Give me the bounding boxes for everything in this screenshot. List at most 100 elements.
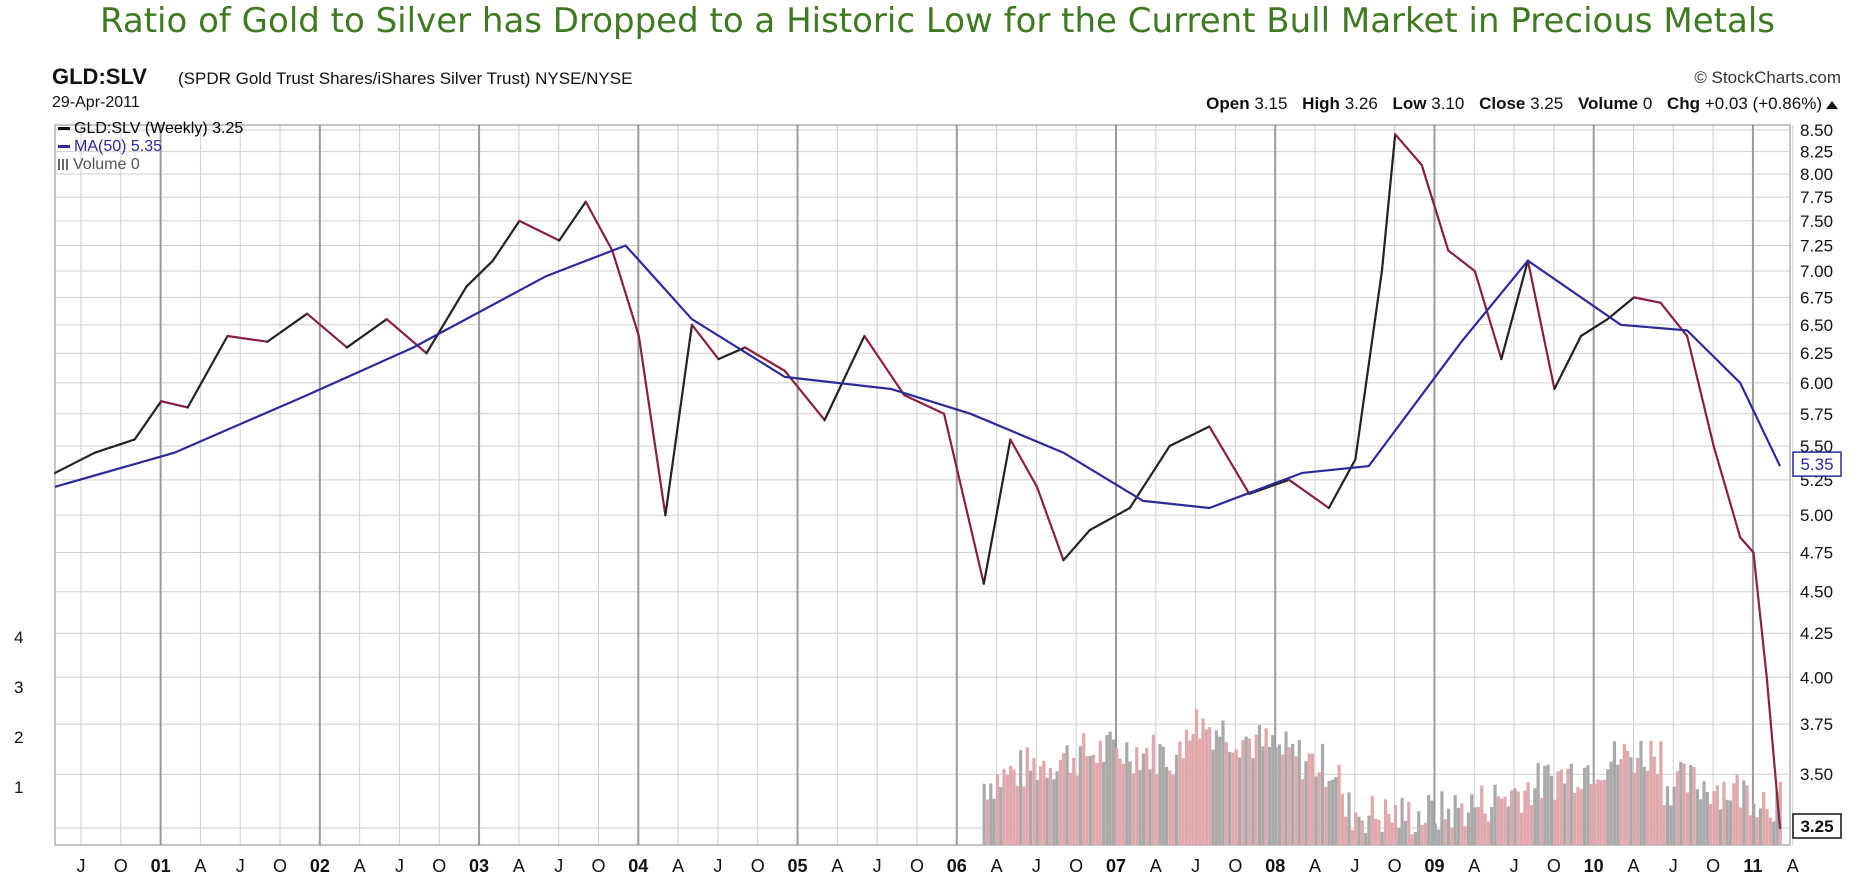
symbol-label: GLD:SLV bbox=[52, 64, 147, 89]
x-tick-label: J bbox=[1032, 856, 1041, 876]
price-segment bbox=[491, 219, 521, 262]
volume-bar bbox=[1350, 829, 1354, 845]
volume-bar bbox=[1068, 772, 1072, 845]
x-tick-label: 04 bbox=[628, 856, 648, 876]
volume-bar bbox=[1038, 766, 1043, 845]
volume-bar bbox=[1705, 791, 1709, 845]
y-tick-label: 6.50 bbox=[1800, 316, 1833, 335]
volume-bar bbox=[985, 799, 990, 845]
volume-bar bbox=[1002, 768, 1006, 845]
volume-bar bbox=[1390, 822, 1394, 845]
y-tick-label: 6.00 bbox=[1800, 374, 1833, 393]
price-segment bbox=[1579, 318, 1609, 338]
volume-bar bbox=[1563, 783, 1567, 845]
volume-bar bbox=[1423, 822, 1427, 845]
price-segment bbox=[1088, 506, 1131, 532]
price-segment bbox=[903, 393, 946, 415]
volume-bar bbox=[1344, 816, 1348, 845]
volume-bar bbox=[1128, 761, 1132, 845]
price-segment bbox=[942, 412, 985, 585]
volume-bar bbox=[1403, 821, 1408, 845]
volume-bar bbox=[1622, 743, 1626, 845]
price-segment bbox=[823, 334, 866, 422]
x-tick-label: J bbox=[395, 856, 404, 876]
y-tick-label: 4.25 bbox=[1800, 624, 1833, 643]
x-tick-label: 01 bbox=[151, 856, 171, 876]
price-segment bbox=[1380, 133, 1397, 273]
price-segment bbox=[1168, 425, 1211, 448]
volume-bar bbox=[1314, 776, 1318, 845]
y-tick-label: 7.75 bbox=[1800, 188, 1833, 207]
x-tick-label: A bbox=[1787, 856, 1799, 876]
volume-bar bbox=[982, 783, 986, 845]
volume-bar bbox=[1367, 815, 1371, 845]
chg-label: Chg bbox=[1667, 94, 1701, 113]
up-triangle-icon bbox=[1826, 101, 1838, 109]
volume-bar bbox=[1437, 829, 1441, 845]
volume-bar bbox=[1500, 798, 1504, 845]
volume-bar bbox=[1387, 813, 1391, 845]
price-segment bbox=[226, 334, 269, 343]
volume-bar bbox=[1466, 812, 1471, 845]
x-tick-label: 11 bbox=[1743, 856, 1762, 876]
volume-bar bbox=[1224, 742, 1228, 845]
price-segment bbox=[518, 219, 561, 242]
x-tick-label: A bbox=[672, 856, 684, 876]
volume-bar bbox=[1417, 811, 1421, 845]
y-tick-label: 7.25 bbox=[1800, 236, 1833, 255]
volume-bar bbox=[1327, 780, 1331, 845]
volume-bar bbox=[1758, 808, 1762, 845]
volume-bar bbox=[1768, 817, 1772, 845]
volume-bar bbox=[1702, 781, 1706, 845]
volume-bar bbox=[1324, 786, 1328, 845]
volume-bar bbox=[1025, 747, 1029, 845]
volume-bar bbox=[1208, 727, 1212, 845]
volume-tick-label: 2 bbox=[14, 728, 23, 747]
volume-bar bbox=[1317, 772, 1321, 845]
price-segment bbox=[584, 200, 614, 252]
price-segment bbox=[160, 400, 189, 409]
volume-bar bbox=[1443, 819, 1447, 845]
volume-bar bbox=[1732, 783, 1736, 845]
price-segment bbox=[1473, 269, 1503, 361]
y-tick-label: 8.50 bbox=[1800, 121, 1833, 140]
volume-bar bbox=[1115, 748, 1119, 845]
x-tick-label: J bbox=[236, 856, 245, 876]
price-segment bbox=[133, 400, 163, 441]
volume-bar bbox=[1055, 771, 1059, 845]
volume-tick-label: 3 bbox=[14, 678, 23, 697]
volume-bar bbox=[1360, 820, 1364, 845]
x-tick-label: 09 bbox=[1424, 856, 1444, 876]
price-segment bbox=[306, 312, 349, 349]
volume-bar bbox=[1695, 789, 1699, 845]
x-tick-label: A bbox=[354, 856, 366, 876]
volume-tick-label: 4 bbox=[14, 628, 23, 647]
volume-bar bbox=[1082, 733, 1086, 845]
volume-bar bbox=[1373, 818, 1378, 845]
volume-bar bbox=[995, 774, 1000, 845]
volume-bar bbox=[1642, 766, 1646, 845]
volume-bar bbox=[1407, 801, 1411, 845]
volume-bar bbox=[1271, 735, 1275, 845]
volume-bar bbox=[1725, 799, 1729, 845]
volume-bar bbox=[1665, 786, 1670, 845]
y-tick-label: 5.50 bbox=[1800, 437, 1833, 456]
volume-bar bbox=[1649, 740, 1653, 845]
volume-bar bbox=[1340, 793, 1345, 845]
price-segment bbox=[743, 346, 786, 372]
volume-bar bbox=[1357, 816, 1361, 845]
close-value: 3.25 bbox=[1530, 94, 1564, 113]
volume-bar bbox=[1685, 792, 1690, 845]
volume-bar bbox=[1052, 779, 1056, 845]
low-label: Low bbox=[1392, 94, 1427, 113]
volume-bar bbox=[1679, 762, 1683, 845]
x-tick-label: A bbox=[513, 856, 525, 876]
price-segment bbox=[1553, 334, 1583, 391]
volume-bar bbox=[1151, 734, 1155, 845]
volume-bar bbox=[1579, 788, 1583, 845]
volume-bar bbox=[1111, 739, 1116, 845]
volume-bar bbox=[1135, 747, 1139, 845]
price-segment bbox=[53, 451, 96, 475]
volume-bar bbox=[1164, 766, 1169, 845]
x-tick-label: 03 bbox=[469, 856, 489, 876]
